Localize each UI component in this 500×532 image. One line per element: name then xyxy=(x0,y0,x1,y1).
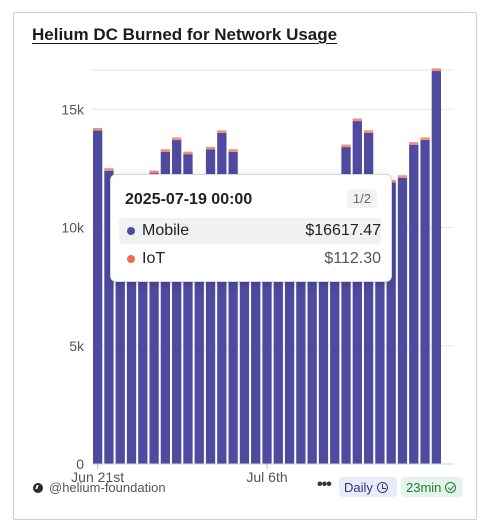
mobile-bar[interactable] xyxy=(104,170,114,464)
iot-bar xyxy=(217,130,227,133)
mobile-bar[interactable] xyxy=(363,132,374,465)
mobile-bar[interactable] xyxy=(194,203,204,464)
refresh-interval-label: Daily xyxy=(344,479,373,495)
y-tick-label: 15k xyxy=(61,101,85,117)
mobile-bar[interactable] xyxy=(115,220,125,464)
mobile-bar[interactable] xyxy=(307,187,317,464)
mobile-bar[interactable] xyxy=(205,149,216,464)
tooltip-series-name: IoT xyxy=(142,250,166,267)
x-tick-label: Jul 6th xyxy=(246,469,287,485)
check-circle-icon xyxy=(445,481,457,493)
iot-bar xyxy=(363,130,374,133)
clock-icon xyxy=(376,481,388,493)
mobile-bar[interactable] xyxy=(296,189,306,464)
iot-bar xyxy=(205,146,216,150)
iot-bar xyxy=(104,168,114,171)
tooltip-page-indicator[interactable]: 1/2 xyxy=(346,189,377,208)
mobile-bar[interactable] xyxy=(183,154,193,465)
mobile-bar[interactable] xyxy=(386,182,396,464)
iot-bar xyxy=(149,170,159,174)
mobile-bar[interactable] xyxy=(318,187,329,464)
iot-bar xyxy=(420,137,430,141)
mobile-bar[interactable] xyxy=(431,71,441,464)
iot-bar xyxy=(352,118,362,122)
chart-tooltip: 2025-07-19 00:00 1/2 Mobile $16617.47 Io… xyxy=(110,174,392,282)
tooltip-series-value: $16617.47 xyxy=(305,222,381,239)
iot-bar xyxy=(397,175,408,178)
iot-bar xyxy=(172,137,182,141)
mobile-bar[interactable] xyxy=(352,121,362,464)
chart-title[interactable]: Helium DC Burned for Network Usage xyxy=(32,25,338,44)
tooltip-row-iot: IoT $112.30 xyxy=(119,246,381,272)
author-handle[interactable]: @helium-foundation xyxy=(33,480,166,495)
iot-bar xyxy=(341,144,351,148)
mobile-legend-dot xyxy=(127,227,135,235)
tooltip-series-name: Mobile xyxy=(142,222,190,239)
mobile-bar[interactable] xyxy=(409,144,419,464)
iot-bar xyxy=(409,142,419,145)
mobile-bar[interactable] xyxy=(160,151,171,464)
mobile-bar[interactable] xyxy=(262,180,272,464)
mobile-bar[interactable] xyxy=(330,184,340,464)
iot-bar xyxy=(93,127,103,131)
card-footer: @helium-foundation ••• Daily 23min xyxy=(13,476,477,500)
mobile-bar[interactable] xyxy=(228,151,238,464)
iot-bar xyxy=(228,149,238,152)
last-updated-badge[interactable]: 23min xyxy=(401,477,463,497)
mobile-bar[interactable] xyxy=(375,184,385,464)
mobile-bar[interactable] xyxy=(284,187,295,464)
mobile-bar[interactable] xyxy=(341,147,351,465)
iot-legend-dot xyxy=(127,255,135,263)
y-tick-label: 5k xyxy=(69,338,85,354)
iot-bar xyxy=(183,151,193,155)
tooltip-series-value: $112.30 xyxy=(324,250,381,267)
mobile-bar[interactable] xyxy=(273,177,283,464)
mobile-bar[interactable] xyxy=(217,132,227,465)
creator-avatar-icon xyxy=(33,482,43,493)
refresh-interval-badge[interactable]: Daily xyxy=(339,477,397,497)
tooltip-date: 2025-07-19 00:00 xyxy=(125,191,253,208)
mobile-bar[interactable] xyxy=(251,184,261,464)
more-options-icon[interactable]: ••• xyxy=(317,476,332,493)
mobile-bar[interactable] xyxy=(138,203,148,464)
tooltip-row-mobile: Mobile $16617.47 xyxy=(119,218,381,244)
y-tick-label: 10k xyxy=(61,220,85,236)
mobile-bar[interactable] xyxy=(420,140,430,465)
iot-bar xyxy=(160,149,171,152)
mobile-bar[interactable] xyxy=(239,192,250,464)
mobile-bar[interactable] xyxy=(93,130,103,464)
mobile-bar[interactable] xyxy=(126,215,137,464)
mobile-bar[interactable] xyxy=(397,177,408,464)
mobile-bar[interactable] xyxy=(149,173,159,464)
y-tick-label: 0 xyxy=(76,456,84,472)
iot-bar xyxy=(431,68,441,72)
x-tick-label: Jun 21st xyxy=(71,469,124,485)
author-handle-text: @helium-foundation xyxy=(49,480,166,495)
mobile-bar[interactable] xyxy=(172,140,182,465)
last-updated-label: 23min xyxy=(406,479,442,495)
